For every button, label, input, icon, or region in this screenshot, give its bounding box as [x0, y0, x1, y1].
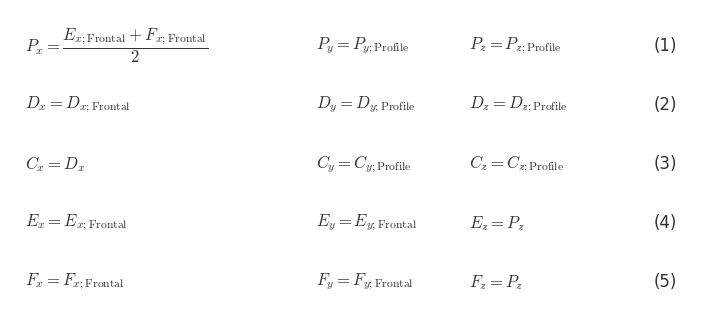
Text: $E_{x} = E_{x\mathrm{;Frontal}}$: $E_{x} = E_{x\mathrm{;Frontal}}$: [25, 213, 128, 233]
Text: $F_{z} = P_{z}$: $F_{z} = P_{z}$: [469, 273, 523, 292]
Text: $C_{z} = C_{z\mathrm{;Profile}}$: $C_{z} = C_{z\mathrm{;Profile}}$: [469, 153, 564, 175]
Text: $D_{z} = D_{z\mathrm{;Profile}}$: $D_{z} = D_{z\mathrm{;Profile}}$: [469, 95, 568, 115]
Text: $D_{y} = D_{y\mathrm{;Profile}}$: $D_{y} = D_{y\mathrm{;Profile}}$: [317, 95, 416, 115]
Text: $F_{y} = F_{y\mathrm{;Frontal}}$: $F_{y} = F_{y\mathrm{;Frontal}}$: [317, 272, 414, 293]
Text: (4): (4): [654, 214, 677, 232]
Text: (5): (5): [654, 273, 677, 291]
Text: $F_{x} = F_{x\mathrm{;Frontal}}$: $F_{x} = F_{x\mathrm{;Frontal}}$: [25, 272, 125, 293]
Text: $D_{x} = D_{x\mathrm{;Frontal}}$: $D_{x} = D_{x\mathrm{;Frontal}}$: [25, 95, 131, 115]
Text: $E_{z} = P_{z}$: $E_{z} = P_{z}$: [469, 214, 524, 233]
Text: $C_{y} = C_{y\mathrm{;Profile}}$: $C_{y} = C_{y\mathrm{;Profile}}$: [317, 153, 412, 175]
Text: (1): (1): [654, 37, 677, 55]
Text: $P_{x} = \dfrac{E_{x\mathrm{;Frontal}} + F_{x\mathrm{;Frontal}}}{2}$: $P_{x} = \dfrac{E_{x\mathrm{;Frontal}} +…: [25, 26, 208, 65]
Text: (3): (3): [654, 155, 677, 173]
Text: $E_{y} = E_{y\mathrm{;Frontal}}$: $E_{y} = E_{y\mathrm{;Frontal}}$: [317, 213, 418, 233]
Text: $P_{z} = P_{z\mathrm{;Profile}}$: $P_{z} = P_{z\mathrm{;Profile}}$: [469, 35, 562, 56]
Text: (2): (2): [654, 96, 677, 114]
Text: $P_{y} = P_{y\mathrm{;Profile}}$: $P_{y} = P_{y\mathrm{;Profile}}$: [317, 35, 409, 56]
Text: $C_{x} = D_{x}$: $C_{x} = D_{x}$: [25, 154, 86, 174]
